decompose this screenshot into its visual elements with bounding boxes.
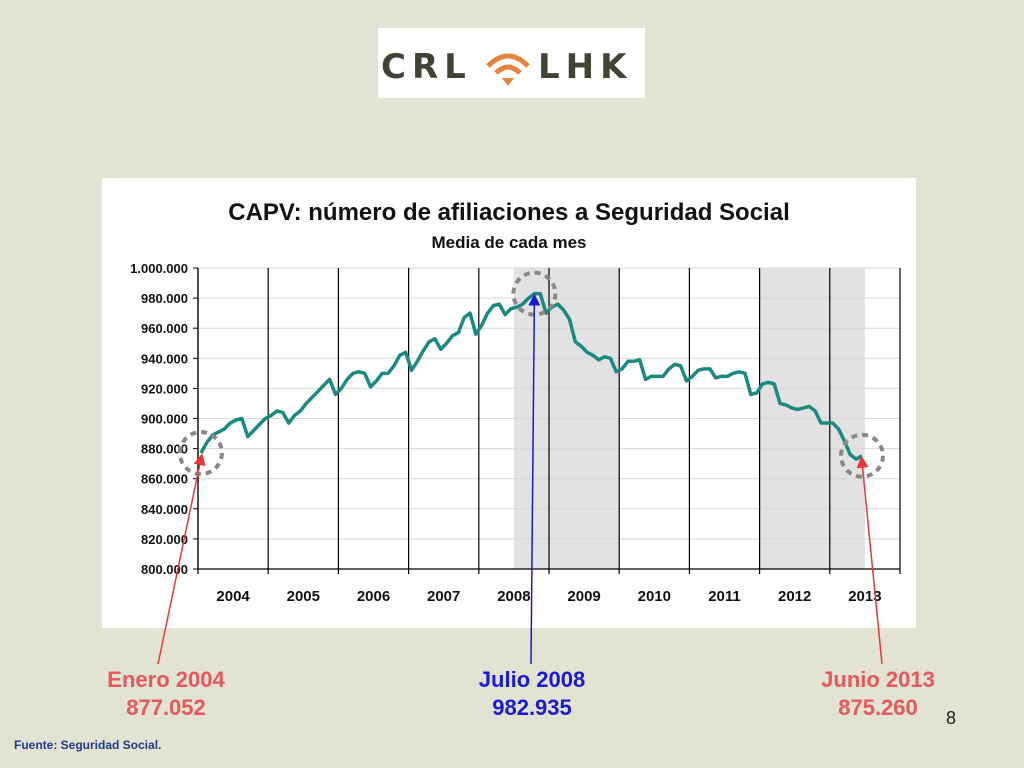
y-tick-label: 820.000 xyxy=(141,532,188,547)
chart-svg: CAPV: número de afiliaciones a Seguridad… xyxy=(130,199,901,605)
y-tick-label: 900.000 xyxy=(141,412,188,427)
logo-text-right: LHK xyxy=(538,47,632,87)
source-note: Fuente: Seguridad Social. xyxy=(14,738,162,752)
callout-end-value: 875.260 xyxy=(838,695,918,720)
callout-start: Enero 2004 877.052 xyxy=(66,666,266,722)
chart-subtitle: Media de cada mes xyxy=(432,233,587,252)
x-tick-label: 2012 xyxy=(778,588,811,605)
callout-peak-label: Julio 2008 xyxy=(478,667,586,692)
callout-peak: Julio 2008 982.935 xyxy=(432,666,632,722)
x-tick-label: 2011 xyxy=(708,588,741,605)
wifi-icon xyxy=(486,53,530,86)
highlight-circle-end xyxy=(838,432,885,479)
x-tick-label: 2008 xyxy=(497,588,530,605)
chart-panel: CAPV: número de afiliaciones a Seguridad… xyxy=(102,178,916,628)
callout-peak-value: 982.935 xyxy=(492,695,572,720)
x-tick-label: 2004 xyxy=(216,588,250,605)
highlight-circle-start xyxy=(177,430,224,477)
y-tick-label: 880.000 xyxy=(141,442,188,457)
logo-text-left: CRL xyxy=(381,47,472,87)
x-tick-label: 2010 xyxy=(638,588,671,605)
y-tick-label: 1.000.000 xyxy=(130,261,188,276)
y-tick-label: 940.000 xyxy=(141,351,188,366)
x-tick-label: 2005 xyxy=(287,588,320,605)
y-tick-label: 980.000 xyxy=(141,291,188,306)
company-logo: CRL LHK xyxy=(378,28,645,98)
callout-end: Junio 2013 875.260 xyxy=(778,666,978,722)
x-tick-label: 2006 xyxy=(357,588,390,605)
y-tick-label: 960.000 xyxy=(141,321,188,336)
y-tick-label: 840.000 xyxy=(141,502,188,517)
x-tick-label: 2009 xyxy=(567,588,600,605)
page-number: 8 xyxy=(946,708,957,728)
x-tick-label: 2013 xyxy=(848,588,881,605)
callout-end-label: Junio 2013 xyxy=(821,667,935,692)
x-tick-label: 2007 xyxy=(427,588,460,605)
chart-title: CAPV: número de afiliaciones a Seguridad… xyxy=(228,199,790,226)
callout-start-value: 877.052 xyxy=(126,695,206,720)
y-tick-label: 920.000 xyxy=(141,381,188,396)
y-tick-label: 860.000 xyxy=(141,472,188,487)
y-tick-label: 800.000 xyxy=(141,562,188,577)
callout-start-label: Enero 2004 xyxy=(107,667,225,692)
